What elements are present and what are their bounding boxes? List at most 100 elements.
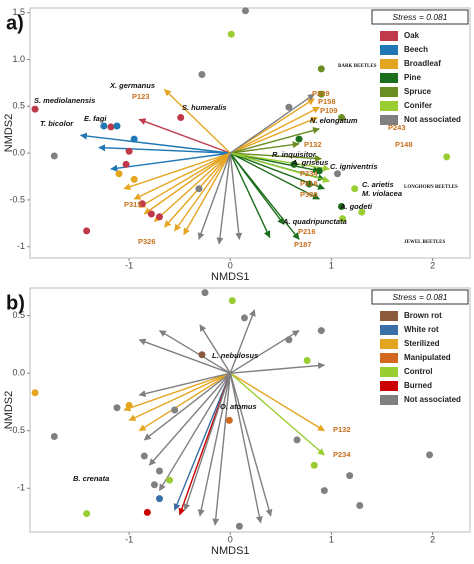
site-point xyxy=(351,185,359,193)
site-point xyxy=(113,122,121,130)
y-tick-label: -0.5 xyxy=(9,425,25,435)
annotation: A. quadripunctata xyxy=(282,217,347,226)
annotation: B. crenata xyxy=(73,474,109,483)
vector-arrow xyxy=(229,373,263,524)
panel-title: a) xyxy=(6,12,24,34)
site-point xyxy=(346,472,354,480)
legend-label: Brown rot xyxy=(404,311,442,320)
annotation: P158 xyxy=(318,97,336,106)
site-point xyxy=(310,461,318,469)
site-point xyxy=(130,175,138,183)
vector-arrow xyxy=(148,372,231,466)
x-tick-label: 2 xyxy=(430,260,435,270)
legend-swatch xyxy=(380,31,398,41)
annotation: O. atomus xyxy=(220,402,257,411)
site-point xyxy=(338,203,346,211)
vector-arrow xyxy=(98,144,231,154)
annotation: P326 xyxy=(138,237,156,246)
x-axis-label: NMDS1 xyxy=(211,545,250,557)
panel: -1 0 1 2 -1 -0.5 0.0 0.5 1.0 1.5 NMDS1 NMDS2 a) S. me… xyxy=(3,7,471,283)
vector-arrow xyxy=(230,362,326,374)
stress-label: Stress = 0.081 xyxy=(392,292,447,302)
vector-arrow xyxy=(229,106,320,154)
site-point xyxy=(155,495,163,503)
site-point xyxy=(225,416,233,424)
annotation: P216 xyxy=(298,227,316,236)
y-tick-label: -0.5 xyxy=(9,194,25,204)
site-point xyxy=(338,114,346,122)
annotation: C. igniventris xyxy=(330,162,378,171)
legend-swatch xyxy=(380,101,398,111)
site-point xyxy=(171,406,179,414)
annotation: T. bicolor xyxy=(40,119,74,128)
annotation: P229 xyxy=(312,89,330,98)
legend-swatch xyxy=(380,367,398,377)
legend-label: Not associated xyxy=(404,395,461,404)
stress-box xyxy=(371,289,469,305)
vector-arrow xyxy=(229,93,315,154)
y-tick-label: 1.0 xyxy=(12,54,25,64)
vector-arrow xyxy=(183,372,231,511)
vector-arrow xyxy=(183,152,231,236)
site-point xyxy=(125,147,133,155)
site-point xyxy=(317,65,325,73)
y-tick-label: -1 xyxy=(17,241,25,251)
vector-arrow xyxy=(133,152,231,200)
annotation: P315 xyxy=(124,200,142,209)
y-axis-label: NMDS2 xyxy=(3,391,15,430)
annotation: P380 xyxy=(300,190,318,199)
vector-arrow xyxy=(229,152,271,239)
vector-arrow xyxy=(143,372,231,441)
panel: -1 0 1 2 -1 -0.5 0.0 0.5 NMDS1 NMDS2 b) L. nebulosu… xyxy=(3,287,471,557)
site-point xyxy=(227,30,235,38)
x-tick-label: 2 xyxy=(430,534,435,544)
x-tick-label: 1 xyxy=(329,534,334,544)
site-point xyxy=(240,314,248,322)
vector-arrow xyxy=(230,127,320,154)
legend-swatch xyxy=(380,353,398,363)
x-axis-label: NMDS1 xyxy=(211,271,250,283)
site-point xyxy=(241,7,249,15)
vector-arrow xyxy=(229,372,325,432)
legend-swatch xyxy=(380,73,398,83)
vector-arrow xyxy=(158,372,231,492)
vector-arrow xyxy=(197,373,231,517)
annotation: P243 xyxy=(388,123,406,132)
vector-arrow xyxy=(229,152,320,200)
stress-box xyxy=(371,9,469,25)
annotation: BARK BEETLES xyxy=(338,64,377,69)
vector-arrow xyxy=(230,116,318,154)
y-tick-label: 0.0 xyxy=(12,148,25,158)
site-point xyxy=(100,122,108,130)
site-point xyxy=(166,476,174,484)
site-point xyxy=(201,289,209,297)
site-point xyxy=(130,135,138,143)
site-point xyxy=(155,213,163,221)
vector-arrow xyxy=(229,152,285,225)
annotation: P132 xyxy=(304,140,322,149)
vector-arrow xyxy=(123,372,231,412)
y-tick-label: -1 xyxy=(17,483,25,493)
annotation: X. germanus xyxy=(109,81,155,90)
site-point xyxy=(143,508,151,516)
annotation: M. violacea xyxy=(362,189,402,198)
vector-arrow xyxy=(158,329,231,374)
legend-label: Conifer xyxy=(404,101,432,110)
site-point xyxy=(195,185,203,193)
legend-swatch xyxy=(380,87,398,97)
vector-arrow xyxy=(143,152,231,215)
vector-arrow xyxy=(212,373,231,526)
site-point xyxy=(107,123,115,131)
annotation: S. humeralis xyxy=(182,103,227,112)
vector-arrow xyxy=(229,153,243,240)
site-point xyxy=(138,200,146,208)
stress-label: Stress = 0.081 xyxy=(392,12,447,22)
site-point xyxy=(317,90,325,98)
vector-arrow xyxy=(230,152,331,172)
vector-arrow xyxy=(123,152,231,191)
site-point xyxy=(285,103,293,111)
site-point xyxy=(339,215,347,223)
vector-arrow xyxy=(174,152,231,232)
annotation: P234 xyxy=(300,169,318,178)
vector-arrow xyxy=(229,372,325,456)
